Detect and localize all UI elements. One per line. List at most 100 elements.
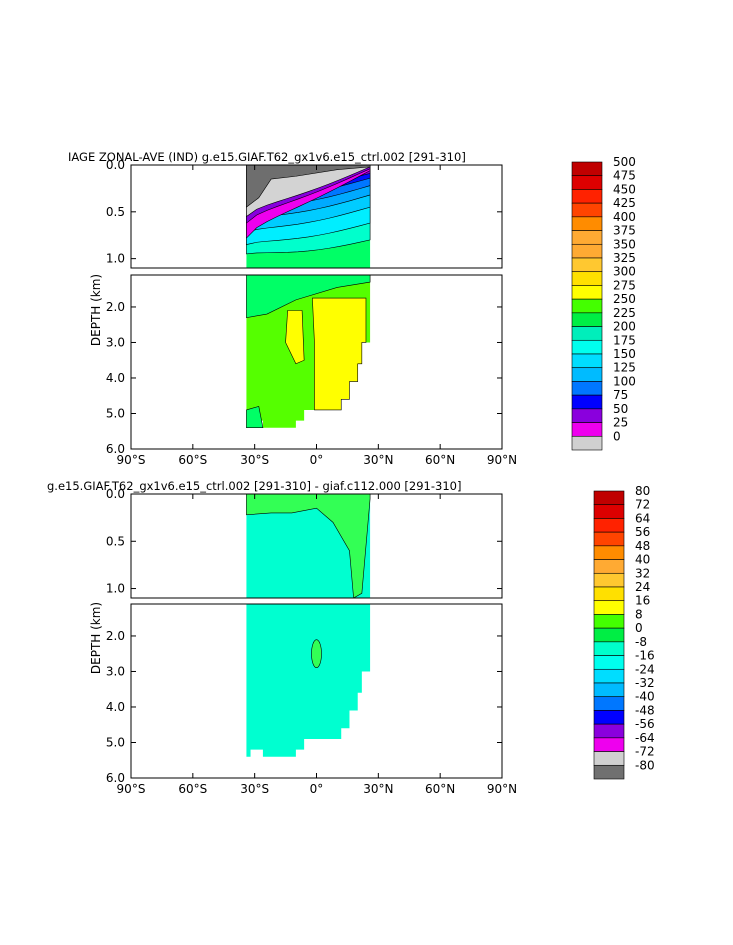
lower-positive-blob bbox=[311, 639, 322, 669]
bottom-axes: 0.0 0.5 1.0 2.0 3.0 4.0 5.0 6.090°S 60°S 30°S 0° 30… bbox=[106, 487, 517, 796]
colorbar-label: -40 bbox=[635, 690, 655, 704]
colorbar-box bbox=[593, 490, 625, 506]
colorbar-label: 80 bbox=[635, 484, 650, 498]
colorbar-box bbox=[593, 600, 625, 615]
colorbar-label: 300 bbox=[613, 265, 636, 279]
x-tick-label: 90°S bbox=[117, 782, 146, 796]
colorbar-box bbox=[593, 668, 625, 684]
lower-field bbox=[246, 275, 371, 428]
colorbar-box bbox=[593, 531, 625, 547]
colorbar-box bbox=[593, 627, 625, 643]
colorbar-label: -16 bbox=[635, 649, 655, 663]
y-tick-label: 2.0 bbox=[106, 629, 125, 643]
colorbar-box bbox=[593, 559, 625, 574]
y-tick-label: 0.0 bbox=[106, 487, 125, 501]
colorbar-label: 150 bbox=[613, 347, 636, 361]
colorbar-label: -56 bbox=[635, 717, 655, 731]
colorbar-box bbox=[593, 764, 625, 780]
x-tick-label: 30°N bbox=[363, 453, 393, 467]
x-tick-label: 90°N bbox=[487, 782, 517, 796]
colorbar-label: 375 bbox=[613, 224, 636, 238]
colorbar-box bbox=[571, 353, 603, 369]
x-tick-label: 60°N bbox=[425, 782, 455, 796]
top-ylabel: DEPTH (km) bbox=[89, 274, 103, 346]
y-tick-label: 2.0 bbox=[106, 300, 125, 314]
colorbar-label: -8 bbox=[635, 635, 647, 649]
colorbar-box bbox=[593, 614, 625, 629]
upper-field bbox=[246, 165, 371, 268]
colorbar-label: 500 bbox=[613, 155, 636, 169]
colorbar-box bbox=[571, 326, 603, 341]
colorbar-box bbox=[571, 298, 603, 314]
colorbar-box bbox=[571, 202, 603, 218]
colorbar-box bbox=[593, 682, 625, 698]
y-tick-label: 3.0 bbox=[106, 335, 125, 349]
y-tick-label: 3.0 bbox=[106, 664, 125, 678]
colorbar-box bbox=[593, 504, 625, 519]
colorbar-label: -32 bbox=[635, 676, 655, 690]
panel-top: IAGE ZONAL-AVE (IND) g.e15.GIAF.T62_gx1v… bbox=[68, 150, 636, 467]
x-tick-label: 90°S bbox=[117, 453, 146, 467]
colorbar-box bbox=[571, 285, 603, 300]
colorbar-label: 100 bbox=[613, 374, 636, 388]
colorbar-label: 32 bbox=[635, 566, 650, 580]
colorbar-box bbox=[571, 271, 603, 286]
colorbar-box bbox=[593, 586, 625, 602]
colorbar-box bbox=[593, 572, 625, 588]
deep-yellow-west bbox=[285, 310, 305, 365]
top-axes: 0.0 0.5 1.0 2.0 3.0 4.0 5.0 6.090°S 60°S 30°S 0° 30… bbox=[106, 158, 517, 467]
colorbar-box bbox=[571, 243, 603, 259]
bottom-title: g.e15.GIAF.T62_gx1v6.e15_ctrl.002 [291-3… bbox=[47, 479, 461, 493]
colorbar-box bbox=[593, 696, 625, 711]
colorbar-box bbox=[593, 641, 625, 656]
colorbar-label: 24 bbox=[635, 580, 650, 594]
colorbar-box bbox=[571, 189, 603, 204]
lower-field bbox=[246, 604, 371, 757]
y-tick-label: 5.0 bbox=[106, 406, 125, 420]
colorbar-label: 56 bbox=[635, 525, 650, 539]
band-surface bbox=[246, 165, 371, 208]
colorbar-box bbox=[571, 339, 603, 355]
colorbar-box bbox=[571, 312, 603, 327]
x-tick-label: 0° bbox=[310, 453, 324, 467]
colorbar-label: -48 bbox=[635, 703, 655, 717]
top-colorbar: 5004754504254003753503253002752502252001… bbox=[571, 155, 636, 451]
top-field bbox=[246, 165, 371, 428]
bottom-field bbox=[246, 494, 371, 757]
upper-positive bbox=[246, 494, 371, 598]
y-tick-label: 6.0 bbox=[106, 442, 125, 456]
colorbar-label: 0 bbox=[613, 429, 621, 443]
colorbar-box bbox=[593, 710, 625, 725]
colorbar-label: 175 bbox=[613, 333, 636, 347]
colorbar-box bbox=[593, 518, 625, 533]
colorbar-label: 48 bbox=[635, 539, 650, 553]
colorbar-label: 25 bbox=[613, 416, 628, 430]
colorbar-label: 8 bbox=[635, 607, 643, 621]
colorbar-label: 450 bbox=[613, 182, 636, 196]
colorbar-label: 350 bbox=[613, 237, 636, 251]
y-tick-label: 1.0 bbox=[106, 582, 125, 596]
colorbar-box bbox=[593, 751, 625, 766]
x-tick-label: 60°S bbox=[178, 782, 207, 796]
colorbar-box bbox=[571, 230, 603, 245]
colorbar-label: 425 bbox=[613, 196, 636, 210]
colorbar-box bbox=[593, 545, 625, 560]
colorbar-label: -64 bbox=[635, 731, 655, 745]
colorbar-box bbox=[571, 175, 603, 190]
colorbar-label: -72 bbox=[635, 745, 655, 759]
panel-bottom: g.e15.GIAF.T62_gx1v6.e15_ctrl.002 [291-3… bbox=[47, 479, 655, 796]
colorbar-box bbox=[593, 723, 625, 739]
colorbar-label: 250 bbox=[613, 292, 636, 306]
x-tick-label: 30°S bbox=[240, 453, 269, 467]
y-tick-label: 1.0 bbox=[106, 252, 125, 266]
x-tick-label: 30°N bbox=[363, 782, 393, 796]
colorbar-label: 275 bbox=[613, 278, 636, 292]
colorbar-label: 64 bbox=[635, 511, 650, 525]
y-tick-label: 4.0 bbox=[106, 371, 125, 385]
colorbar-box bbox=[593, 737, 625, 752]
x-tick-label: 0° bbox=[310, 782, 324, 796]
colorbar-box bbox=[593, 655, 625, 670]
colorbar-label: 325 bbox=[613, 251, 636, 265]
colorbar-label: 200 bbox=[613, 320, 636, 334]
